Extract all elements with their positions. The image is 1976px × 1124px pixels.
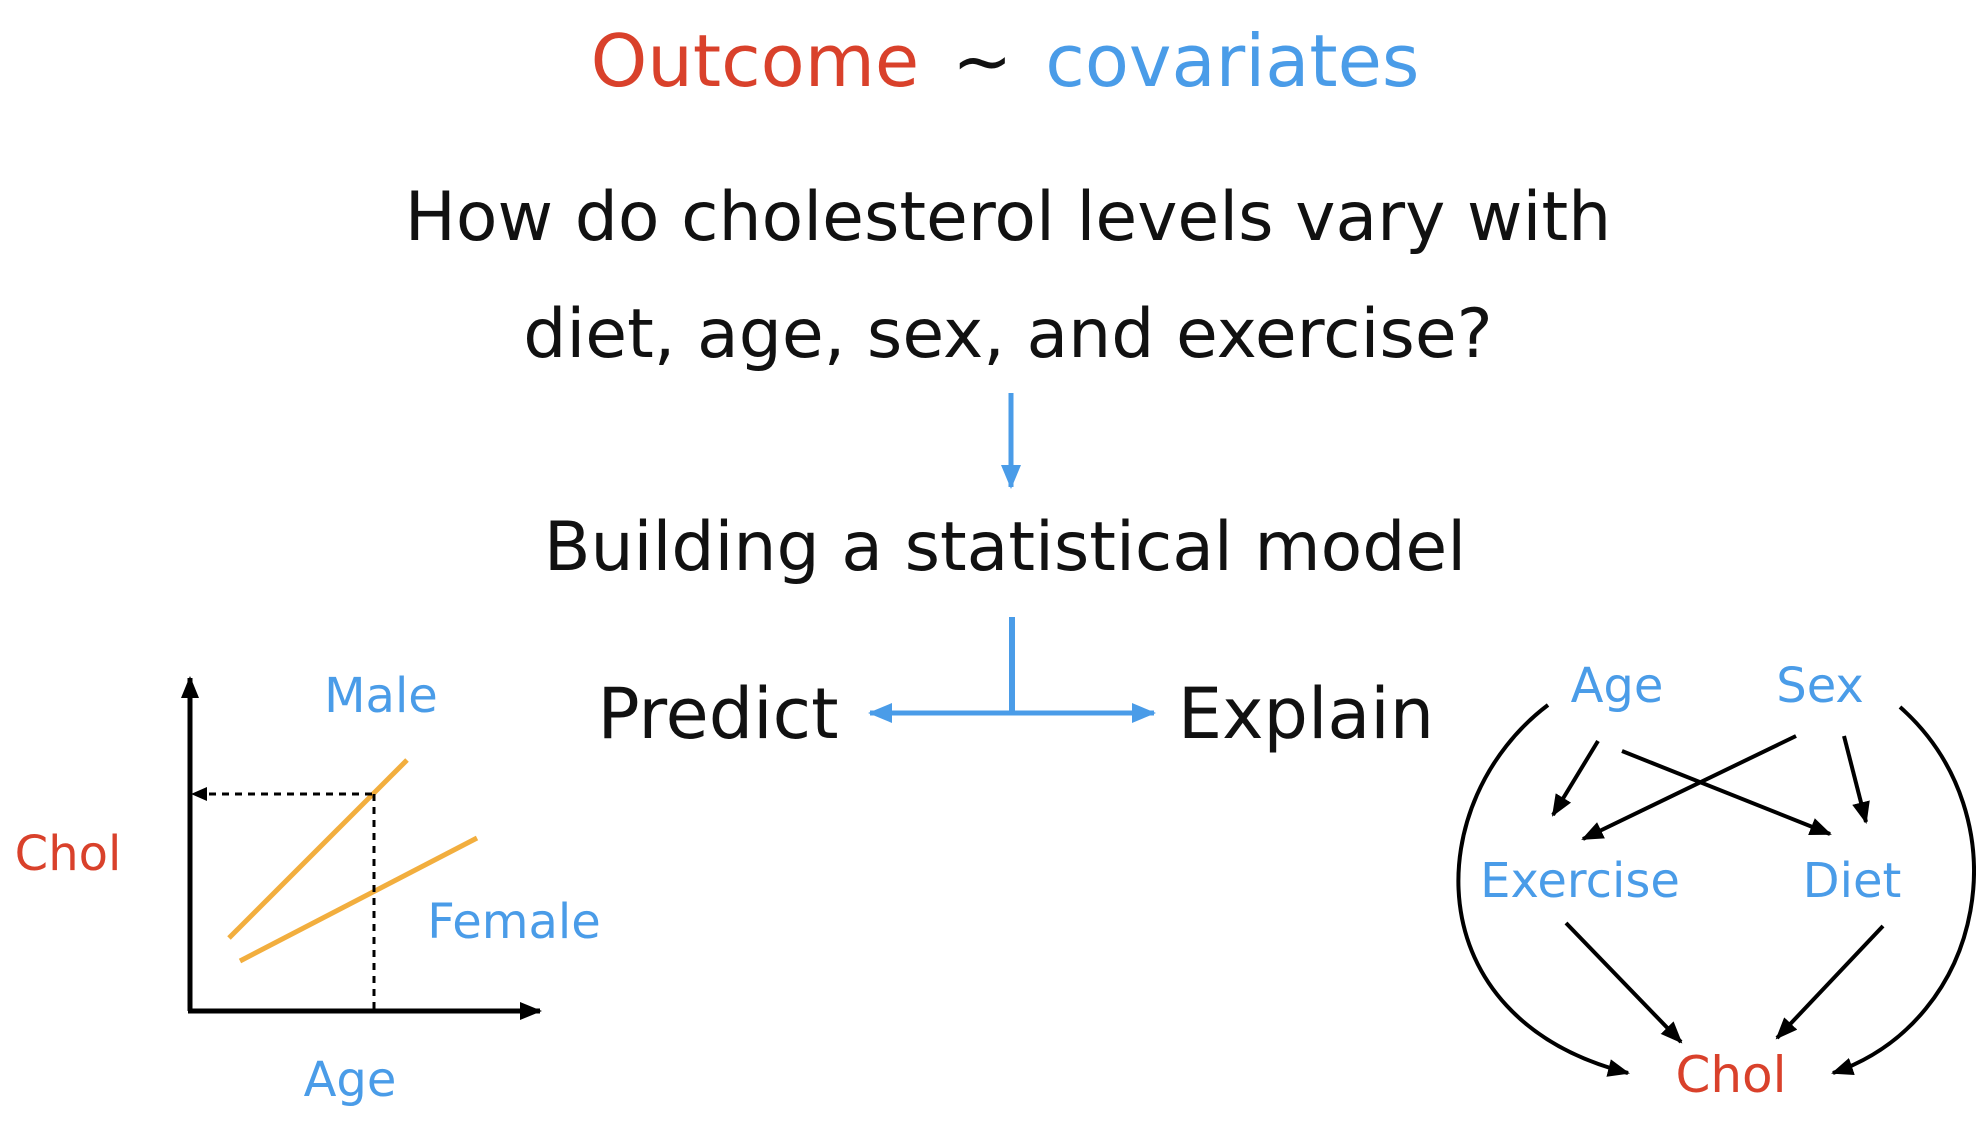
edge-exercise-chol — [1564, 921, 1683, 1044]
node-diet: Diet — [1803, 853, 1902, 909]
edge-sex-exercise — [1581, 734, 1797, 841]
edge-diet-chol — [1775, 924, 1885, 1040]
edge-sex-diet — [1842, 735, 1870, 824]
plot-y-label: Chol — [15, 826, 122, 882]
question-line-1: How do cholesterol levels vary with — [405, 178, 1611, 257]
title-outcome: Outcome — [591, 19, 920, 103]
causal-graph: Age Sex Exercise Diet Chol — [1456, 658, 1976, 1104]
title-line: Outcome ~ covariates — [591, 19, 1420, 103]
edge-age-diet — [1621, 749, 1832, 836]
plot-x-label: Age — [304, 1052, 397, 1108]
title-covariates: covariates — [1045, 19, 1419, 103]
predict-label: Predict — [597, 673, 838, 755]
model-step-text: Building a statistical model — [544, 508, 1466, 587]
question-line-2: diet, age, sex, and exercise? — [523, 295, 1493, 374]
explain-label: Explain — [1178, 673, 1434, 755]
node-chol: Chol — [1675, 1046, 1786, 1104]
title-tilde: ~ — [952, 19, 1012, 103]
plot-series-male: Male — [324, 668, 438, 724]
male-line — [227, 758, 409, 940]
node-exercise: Exercise — [1480, 853, 1680, 909]
node-age: Age — [1571, 658, 1664, 714]
edge-sex-chol-curve — [1831, 705, 1976, 1075]
branch-connector — [868, 617, 1156, 723]
edge-age-exercise — [1551, 739, 1600, 817]
female-line — [238, 835, 479, 964]
node-sex: Sex — [1776, 658, 1864, 714]
edge-age-chol-curve — [1456, 703, 1630, 1077]
plot-series-female: Female — [427, 894, 601, 950]
predict-plot: Chol Age Male Female — [15, 668, 601, 1108]
